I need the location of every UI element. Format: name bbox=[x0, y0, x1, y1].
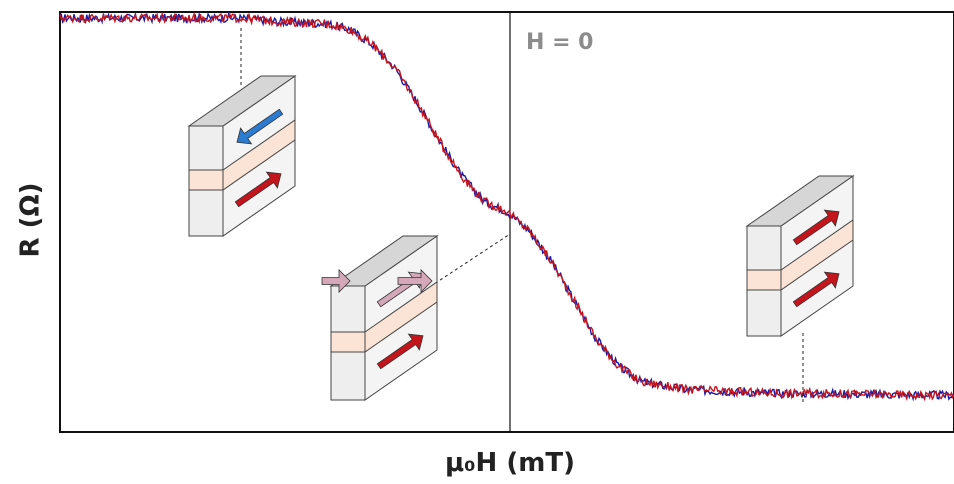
insets bbox=[187, 28, 855, 402]
inset-antiparallel bbox=[187, 28, 297, 237]
series-line-0 bbox=[59, 11, 954, 402]
inset-spacer-front bbox=[188, 169, 224, 191]
field-arrow-left bbox=[321, 268, 351, 294]
fixed-layer-arrow bbox=[234, 171, 282, 208]
inset-parallel bbox=[745, 175, 855, 402]
inset-spacer-side bbox=[780, 219, 854, 291]
free-layer-arrow bbox=[236, 108, 284, 145]
field-arrow-right bbox=[397, 268, 433, 294]
inset-spacer-side bbox=[222, 119, 296, 191]
y-axis-label: R (Ω) bbox=[15, 182, 46, 258]
inset-connector bbox=[424, 233, 511, 291]
fixed-layer-arrow bbox=[792, 271, 840, 308]
plot-frame bbox=[59, 11, 954, 433]
fixed-layer-arrow bbox=[376, 333, 424, 370]
inset-spacer-front bbox=[746, 269, 782, 291]
curves bbox=[59, 11, 954, 402]
free-layer-arrow bbox=[792, 209, 840, 246]
zero-field-annotation: H = 0 bbox=[526, 30, 594, 55]
series-line-1 bbox=[59, 11, 954, 402]
x-axis-label: μ₀H (mT) bbox=[445, 448, 575, 478]
inset-intermediate bbox=[329, 233, 511, 401]
inset-spacer-front bbox=[330, 331, 366, 353]
inset-spacer-side bbox=[364, 281, 438, 353]
